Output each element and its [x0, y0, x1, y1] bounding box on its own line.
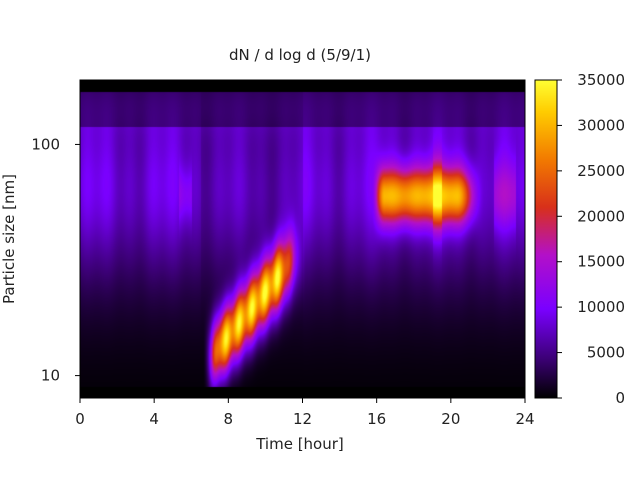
y-tick-label: 100: [31, 135, 60, 153]
colorbar-tick-label: 0: [615, 389, 625, 407]
y-axis: 10 100: [31, 135, 80, 385]
heatmap-canvas: [80, 80, 525, 398]
x-axis: 0 4 8 12 16 20 24: [75, 398, 535, 428]
x-tick-label: 16: [367, 410, 386, 428]
x-tick-label: 4: [149, 410, 159, 428]
y-tick-label: 10: [41, 367, 60, 385]
x-tick-label: 12: [293, 410, 312, 428]
y-axis-label: Particle size [nm]: [0, 174, 18, 304]
x-axis-label: Time [hour]: [255, 435, 344, 453]
colorbar: 0 5000 10000 15000 20000 25000 30000 35000: [534, 71, 625, 407]
colorbar-tick-label: 20000: [577, 207, 625, 225]
plot-area: [79, 79, 526, 399]
x-tick-label: 20: [441, 410, 460, 428]
x-tick-label: 8: [224, 410, 234, 428]
x-tick-label: 0: [75, 410, 85, 428]
colorbar-tick-label: 15000: [577, 253, 625, 271]
colorbar-tick-label: 35000: [577, 71, 625, 89]
x-tick-label: 24: [515, 410, 534, 428]
colorbar-tick-label: 10000: [577, 298, 625, 316]
colorbar-ticks: 0 5000 10000 15000 20000 25000 30000 35000: [557, 71, 625, 407]
chart-title: dN / d log d (5/9/1): [229, 46, 371, 64]
heatmap-foreign: [80, 80, 525, 398]
colorbar-gradient: [534, 79, 558, 399]
colorbar-tick-label: 5000: [587, 344, 625, 362]
colorbar-tick-label: 30000: [577, 116, 625, 134]
colorbar-tick-label: 25000: [577, 162, 625, 180]
